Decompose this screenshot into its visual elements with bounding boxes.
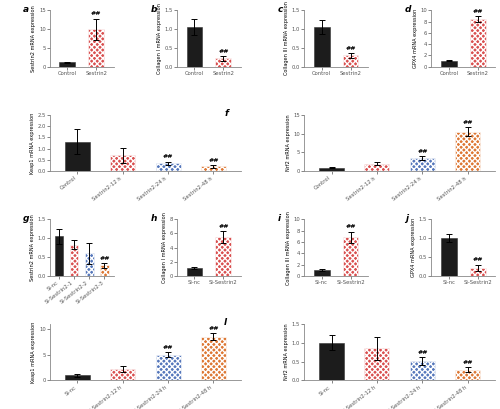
Bar (342, 56, 358, 67)
Text: j: j (404, 213, 408, 222)
Text: ##: ## (208, 326, 218, 331)
Text: ##: ## (163, 154, 173, 159)
Bar (186, 27, 202, 67)
Bar (456, 370, 480, 380)
Text: f: f (224, 109, 228, 118)
Text: c: c (278, 4, 283, 13)
Text: ##: ## (462, 120, 473, 125)
Bar (88, 29, 104, 67)
Text: ##: ## (218, 49, 228, 54)
Text: d: d (404, 4, 411, 13)
Text: l: l (224, 318, 228, 327)
Bar (65, 375, 90, 380)
Bar (156, 163, 180, 171)
Y-axis label: Nrf2 mRNA expression: Nrf2 mRNA expression (284, 324, 289, 380)
Bar (186, 268, 202, 276)
Bar (85, 253, 94, 276)
Bar (319, 168, 344, 171)
Y-axis label: Collagen I mRNA expression: Collagen I mRNA expression (157, 3, 162, 74)
Bar (364, 348, 390, 380)
Y-axis label: Collagen I mRNA expression: Collagen I mRNA expression (162, 212, 167, 283)
Text: ##: ## (91, 11, 102, 16)
Bar (110, 369, 135, 380)
Text: ##: ## (208, 158, 218, 163)
Text: ##: ## (417, 350, 428, 355)
Text: ##: ## (462, 360, 473, 365)
Text: ##: ## (472, 257, 483, 262)
Text: b: b (150, 4, 157, 13)
Bar (470, 267, 486, 276)
Bar (60, 62, 76, 67)
Bar (410, 361, 435, 380)
Bar (410, 158, 435, 171)
Bar (319, 343, 344, 380)
Bar (110, 155, 135, 171)
Text: ##: ## (417, 149, 428, 154)
Y-axis label: Collagen III mRNA expression: Collagen III mRNA expression (286, 211, 290, 285)
Text: ##: ## (99, 256, 110, 261)
Bar (55, 236, 63, 276)
Text: g: g (24, 213, 30, 222)
Text: ##: ## (472, 9, 483, 13)
Text: ##: ## (346, 225, 356, 229)
Text: ##: ## (218, 224, 228, 229)
Bar (216, 237, 232, 276)
Bar (314, 270, 330, 276)
Y-axis label: Sestrin2 mRNA expression: Sestrin2 mRNA expression (32, 5, 36, 72)
Bar (201, 337, 226, 380)
Text: ##: ## (346, 45, 356, 51)
Y-axis label: Sestrin2 mRNA expression: Sestrin2 mRNA expression (30, 214, 35, 281)
Bar (441, 238, 456, 276)
Bar (441, 61, 456, 67)
Bar (65, 142, 90, 171)
Bar (470, 19, 486, 67)
Bar (456, 132, 480, 171)
Bar (70, 245, 78, 276)
Bar (201, 166, 226, 171)
Text: i: i (278, 213, 280, 222)
Y-axis label: GPX4 mRNA expression: GPX4 mRNA expression (411, 218, 416, 277)
Bar (364, 164, 390, 171)
Text: ##: ## (163, 345, 173, 350)
Bar (216, 58, 232, 67)
Y-axis label: Keap1 mRNA expression: Keap1 mRNA expression (32, 321, 36, 383)
Bar (100, 265, 108, 276)
Y-axis label: GPX4 mRNA expression: GPX4 mRNA expression (412, 9, 418, 68)
Bar (342, 237, 358, 276)
Text: h: h (150, 213, 157, 222)
Y-axis label: Keap1 mRNA expression: Keap1 mRNA expression (30, 112, 35, 174)
Bar (156, 355, 180, 380)
Text: a: a (24, 4, 30, 13)
Y-axis label: Nrf2 mRNA expression: Nrf2 mRNA expression (286, 115, 290, 171)
Y-axis label: Collagen III mRNA expression: Collagen III mRNA expression (284, 2, 289, 75)
Bar (314, 27, 330, 67)
